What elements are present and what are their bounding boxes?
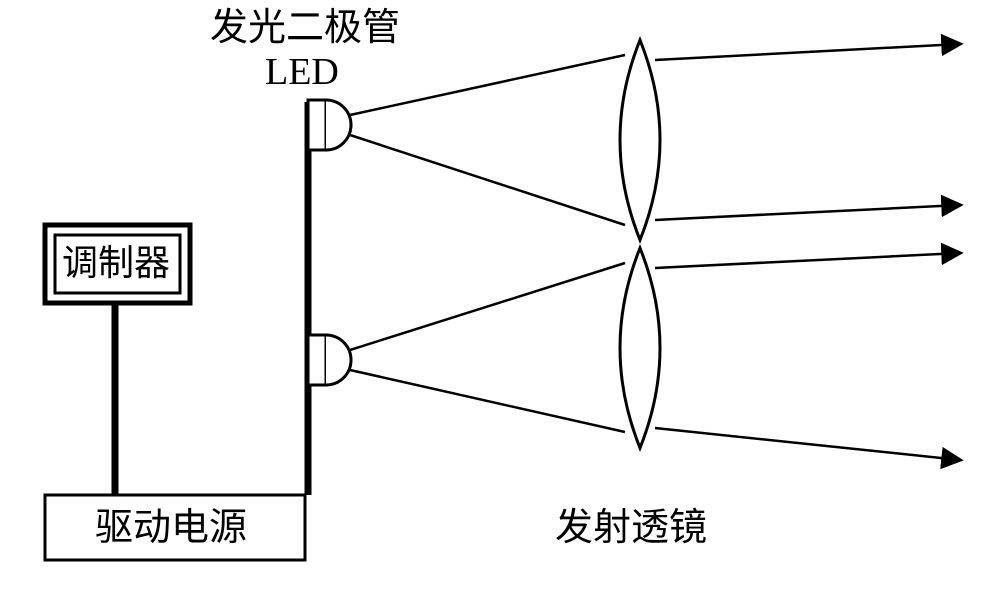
led-bottom [308,335,351,385]
modulator-label: 调制器 [62,242,170,285]
output-arrows-top [655,44,960,220]
led-label-en: LED [265,50,339,96]
thick-wires [115,102,308,495]
lens-label: 发射透镜 [555,506,707,552]
output-arrows-bottom [655,253,960,460]
lens-top [620,40,660,240]
led-label-cn: 发光二极管 [210,6,400,52]
lens-bottom [620,248,660,448]
rays-bottom [350,263,625,432]
driver-label: 驱动电源 [95,506,247,552]
rays-top [350,55,625,225]
led-top [308,100,351,150]
